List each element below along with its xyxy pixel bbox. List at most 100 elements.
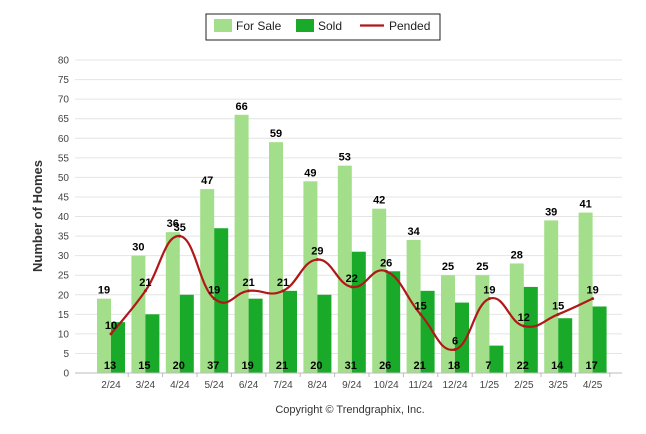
- y-axis-title: Number of Homes: [30, 160, 45, 272]
- x-tick-label: 5/24: [204, 380, 224, 391]
- y-tick-label: 60: [58, 134, 70, 145]
- for-sale-value-label: 28: [511, 249, 523, 261]
- sold-value-label: 37: [207, 360, 219, 372]
- pended-value-label: 22: [346, 273, 358, 285]
- pended-value-label: 15: [552, 300, 564, 312]
- sold-bar: [317, 294, 332, 373]
- sold-bar: [386, 271, 401, 373]
- y-tick-label: 50: [58, 173, 70, 184]
- for-sale-bar: [372, 208, 387, 373]
- sold-value-label: 14: [551, 360, 564, 372]
- pended-point: [212, 297, 216, 301]
- for-sale-value-label: 66: [235, 101, 247, 113]
- y-tick-label: 70: [58, 95, 70, 106]
- pended-point: [419, 312, 423, 316]
- y-tick-label: 45: [58, 192, 70, 203]
- y-tick-label: 80: [58, 56, 70, 67]
- pended-value-label: 15: [414, 300, 426, 312]
- legend-label-for-sale: For Sale: [236, 19, 282, 33]
- for-sale-value-label: 25: [442, 261, 454, 273]
- pended-value-label: 21: [139, 277, 151, 289]
- pended-point: [522, 324, 526, 328]
- x-tick-label: 8/24: [308, 380, 328, 391]
- y-tick-label: 25: [58, 271, 70, 282]
- for-sale-value-label: 25: [476, 261, 488, 273]
- legend-swatch-for-sale: [214, 19, 232, 32]
- for-sale-bar: [165, 232, 180, 373]
- x-tick-label: 2/25: [514, 380, 534, 391]
- sold-value-label: 26: [379, 360, 391, 372]
- x-tick-label: 6/24: [239, 380, 259, 391]
- sold-value-label: 15: [138, 360, 150, 372]
- pended-value-label: 6: [452, 336, 458, 348]
- sold-bar: [351, 251, 366, 373]
- data-labels: 19 30 36 47 66 59 49 53 42 34 25 25 28 39 41 13 15 20 37 19…: [98, 101, 599, 372]
- y-tick-label: 35: [58, 232, 70, 243]
- for-sale-value-label: 47: [201, 175, 213, 187]
- sold-value-label: 19: [241, 360, 253, 372]
- for-sale-value-label: 42: [373, 195, 385, 207]
- sold-bar: [111, 322, 125, 373]
- pended-value-label: 10: [105, 320, 117, 332]
- for-sale-bar: [234, 114, 249, 374]
- x-tick-label: 7/24: [273, 380, 293, 391]
- y-tick-label: 30: [58, 251, 70, 262]
- for-sale-bar: [509, 263, 524, 373]
- for-sale-bar: [303, 181, 318, 373]
- sold-bar: [420, 290, 435, 373]
- pended-point: [453, 348, 457, 352]
- y-tick-label: 5: [63, 349, 69, 360]
- x-tick-label: 4/24: [170, 380, 190, 391]
- pended-value-label: 29: [311, 246, 323, 258]
- pended-line-layer: [109, 234, 595, 352]
- sold-bar: [214, 228, 229, 373]
- sold-value-label: 31: [345, 360, 357, 372]
- for-sale-value-label: 49: [304, 167, 316, 179]
- legend-label-pended: Pended: [389, 19, 430, 33]
- y-tick-label: 10: [58, 329, 70, 340]
- for-sale-bar: [131, 255, 146, 373]
- x-tick-label: 3/24: [136, 380, 156, 391]
- for-sale-bar: [200, 189, 215, 373]
- pended-value-label: 35: [174, 222, 186, 234]
- sold-bar: [248, 298, 263, 373]
- copyright-text: Copyright © Trendgraphix, Inc.: [275, 404, 424, 416]
- y-tick-label: 20: [58, 290, 70, 301]
- for-sale-bar: [97, 298, 111, 373]
- pended-point: [591, 297, 595, 301]
- y-tick-label: 15: [58, 310, 70, 321]
- sold-bar: [283, 290, 297, 373]
- pended-point: [487, 297, 491, 301]
- pended-point: [109, 332, 113, 336]
- pended-value-label: 21: [277, 277, 289, 289]
- pended-value-label: 19: [586, 285, 598, 297]
- for-sale-bar: [578, 212, 593, 373]
- sold-value-label: 18: [448, 360, 460, 372]
- for-sale-value-label: 41: [579, 199, 591, 211]
- sold-bar: [489, 345, 504, 373]
- pended-value-label: 12: [518, 312, 530, 324]
- pended-point: [247, 289, 251, 293]
- x-tick-label: 3/25: [548, 380, 568, 391]
- sold-value-label: 20: [173, 360, 185, 372]
- legend-label-sold: Sold: [318, 19, 342, 33]
- sold-value-label: 20: [310, 360, 322, 372]
- x-tick-label: 2/24: [101, 380, 121, 391]
- sold-value-label: 21: [413, 360, 425, 372]
- x-tick-label: 12/24: [442, 380, 467, 391]
- for-sale-value-label: 34: [407, 226, 420, 238]
- sold-bar: [558, 318, 573, 373]
- for-sale-value-label: 53: [339, 152, 351, 164]
- axes: 0 5 10 15 20 25 30 35 40 45 50 55 60 65 70 75 80 2/24 3/24…: [58, 56, 622, 391]
- pended-value-label: 19: [208, 285, 220, 297]
- sold-value-label: 13: [104, 360, 116, 372]
- pended-point: [178, 234, 182, 238]
- sold-bar: [592, 306, 607, 373]
- x-tick-label: 9/24: [342, 380, 362, 391]
- legend: For Sale Sold Pended: [205, 13, 441, 41]
- for-sale-bar: [544, 220, 559, 373]
- sold-bar: [523, 286, 538, 373]
- sold-bar: [145, 314, 160, 373]
